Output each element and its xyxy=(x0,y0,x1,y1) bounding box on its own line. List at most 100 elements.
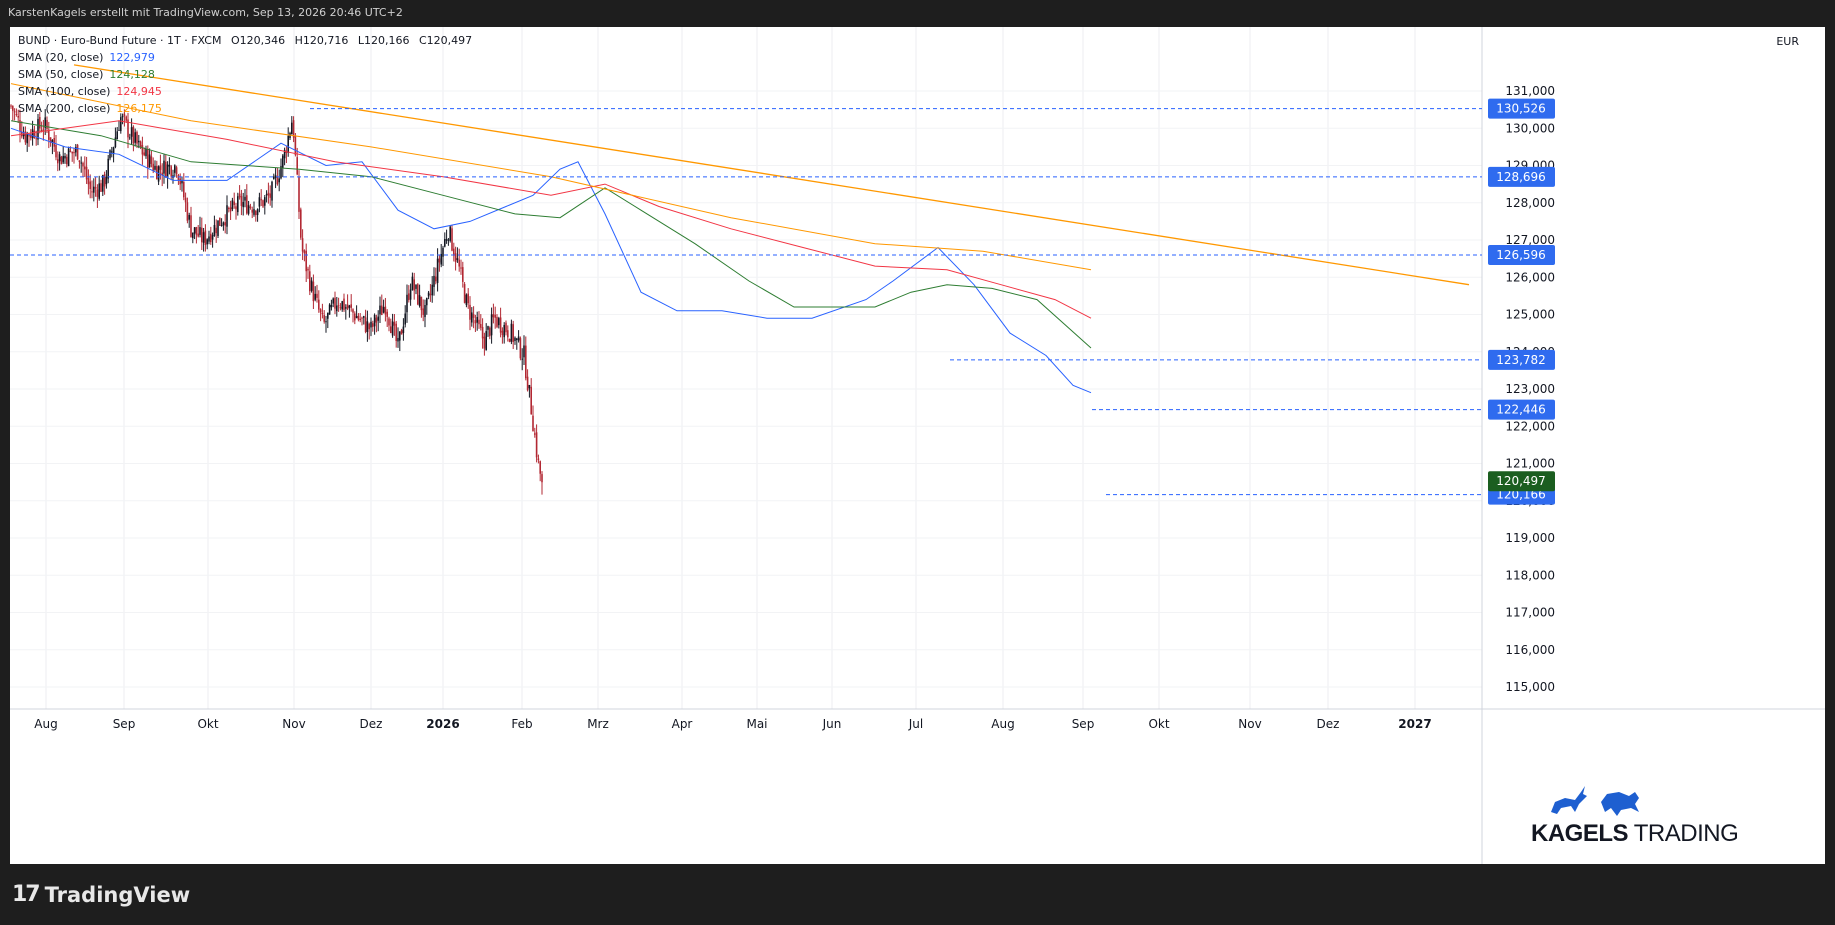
candle-body xyxy=(35,138,37,140)
candle-body xyxy=(280,166,282,179)
candle-body xyxy=(58,154,61,162)
currency-label[interactable]: EUR xyxy=(1776,35,1799,48)
candle-body xyxy=(505,322,507,333)
candle-body xyxy=(116,131,118,140)
candle-body xyxy=(438,258,441,263)
candle-body xyxy=(255,211,257,216)
candle-body xyxy=(426,297,428,306)
tradingview-footer[interactable]: 17 TradingView xyxy=(12,882,190,907)
ohlc-high: H120,716 xyxy=(294,34,349,47)
candle-body xyxy=(372,323,374,327)
candle-body xyxy=(201,227,203,243)
candle-body xyxy=(121,116,124,118)
sma20-label: SMA (20, close) xyxy=(18,51,104,64)
candle-body xyxy=(447,239,450,241)
candle-body xyxy=(408,293,410,301)
y-tick-label: 115,000 xyxy=(1505,680,1555,694)
candle-body xyxy=(514,337,516,342)
y-tick-label: 126,000 xyxy=(1505,270,1555,284)
candle-body xyxy=(382,306,385,313)
candle-body xyxy=(226,205,228,227)
candle-body xyxy=(310,280,313,291)
candle-body xyxy=(393,322,396,326)
candle-body xyxy=(456,258,459,261)
sma50-value: 124,128 xyxy=(109,68,155,81)
candle-body xyxy=(220,225,223,227)
candle-body xyxy=(210,233,212,243)
candle-body xyxy=(409,289,412,300)
price-chart[interactable]: Aug Sep Okt Nov Dez 2026 Feb Mrz Apr Mai Jun Jul Aug… xyxy=(10,27,1825,864)
candle-body xyxy=(66,156,68,165)
candle-body xyxy=(208,236,210,242)
candle-body xyxy=(118,129,120,131)
price-level-tag xyxy=(1488,98,1555,119)
candle-body xyxy=(179,178,181,185)
candle-body xyxy=(381,305,383,315)
x-tick-label: Aug xyxy=(991,717,1014,731)
y-tick-label: 123,000 xyxy=(1505,382,1555,396)
candle-body xyxy=(10,105,12,107)
candle-body xyxy=(291,122,293,135)
candle-body xyxy=(31,129,34,139)
legend-sma50[interactable]: SMA (50, close) 124,128 xyxy=(18,66,472,83)
candle-body xyxy=(510,323,513,342)
candle-body xyxy=(485,331,487,351)
candle-body xyxy=(424,305,426,318)
candle-body xyxy=(539,461,541,474)
candle-body xyxy=(541,474,543,483)
x-tick-label: Jun xyxy=(822,717,842,731)
candle-body xyxy=(411,276,414,290)
candle-body xyxy=(334,297,336,309)
y-tick-label: 122,000 xyxy=(1505,419,1555,433)
sma20-line xyxy=(10,127,1092,394)
candle-body xyxy=(49,137,52,143)
candle-body xyxy=(17,115,19,118)
candle-body xyxy=(413,279,415,291)
y-tick-label: 118,000 xyxy=(1505,568,1555,582)
candle-body xyxy=(328,304,331,315)
candle-body xyxy=(28,134,30,137)
candle-body xyxy=(222,222,225,226)
candle-body xyxy=(141,145,144,155)
candle-body xyxy=(462,267,464,282)
candle-body xyxy=(390,326,392,333)
candle-body xyxy=(238,193,241,198)
candle-body xyxy=(364,317,367,332)
candle-body xyxy=(323,315,325,322)
candle-body xyxy=(42,129,45,131)
y-tick-label: 130,000 xyxy=(1505,121,1555,135)
legend-sma200[interactable]: SMA (200, close) 126,175 xyxy=(18,100,472,117)
candle-body xyxy=(132,126,135,144)
candle-body xyxy=(217,220,219,236)
candle-body xyxy=(60,156,63,165)
chart-frame[interactable]: Aug Sep Okt Nov Dez 2026 Feb Mrz Apr Mai Jun Jul Aug… xyxy=(10,27,1825,864)
watermark-logo: KAGELS TRADING xyxy=(1531,778,1741,847)
candle-body xyxy=(127,119,129,138)
candle-body xyxy=(319,309,322,313)
y-tick-label: 117,000 xyxy=(1505,606,1555,620)
candle-body xyxy=(274,175,277,178)
legend-sma20[interactable]: SMA (20, close) 122,979 xyxy=(18,49,472,66)
candle-body xyxy=(528,384,531,389)
sma100-line xyxy=(10,120,1092,319)
candle-body xyxy=(318,299,320,310)
candle-body xyxy=(269,193,271,198)
candle-body xyxy=(202,232,205,243)
candle-body xyxy=(508,338,511,342)
candle-body xyxy=(262,200,264,207)
candle-body xyxy=(465,294,468,305)
candle-body xyxy=(350,304,352,308)
candle-body xyxy=(39,117,41,129)
candle-body xyxy=(267,192,270,196)
sma50-line xyxy=(10,120,1092,349)
candle-body xyxy=(325,321,327,323)
candle-body xyxy=(316,293,318,298)
legend-sma100[interactable]: SMA (100, close) 124,945 xyxy=(18,83,472,100)
candle-body xyxy=(24,131,27,143)
candle-body xyxy=(314,293,316,300)
sma100-label: SMA (100, close) xyxy=(18,85,111,98)
candle-body xyxy=(103,174,106,187)
bull-bear-icon xyxy=(1551,786,1639,816)
candle-body xyxy=(327,312,329,319)
candle-body xyxy=(190,215,192,237)
